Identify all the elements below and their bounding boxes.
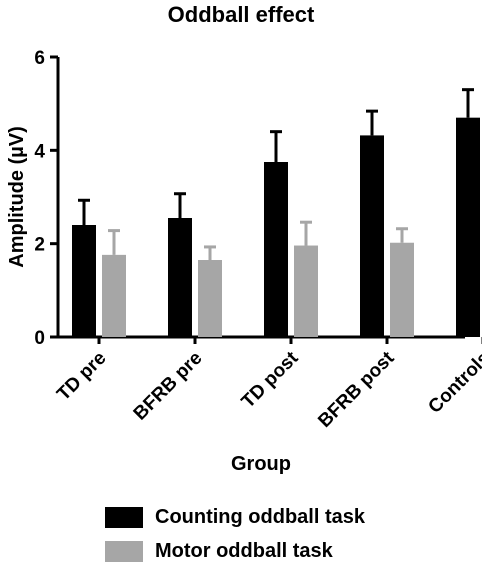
legend-item-counting: Counting oddball task <box>105 500 365 534</box>
y-tick-label: 2 <box>34 235 45 256</box>
x-tick-label: BFRB post <box>314 347 399 432</box>
chart-title: Oddball effect <box>167 2 315 27</box>
legend-item-motor: Motor oddball task <box>105 534 365 568</box>
y-tick-label: 0 <box>34 328 45 349</box>
legend-swatch-counting <box>105 506 143 528</box>
y-axis-label: Amplitude (µV) <box>6 126 28 268</box>
x-tick-label: TD post <box>238 347 303 412</box>
legend-label-motor: Motor oddball task <box>155 539 333 562</box>
x-tick-label: TD pre <box>53 348 110 405</box>
y-tick-label: 6 <box>34 48 45 69</box>
bar-counting <box>456 117 480 338</box>
bar-motor <box>198 260 222 337</box>
bar-motor <box>390 242 414 337</box>
bar-motor <box>102 254 126 337</box>
bar-counting <box>72 225 96 337</box>
bar-counting <box>264 162 288 337</box>
bar-counting <box>168 218 192 337</box>
x-axis-label: Group <box>231 453 291 475</box>
x-tick-label: Controls <box>424 348 482 418</box>
x-tick-label: BFRB pre <box>130 348 207 425</box>
chart-legend: Counting oddball task Motor oddball task <box>105 500 365 568</box>
legend-label-counting: Counting oddball task <box>155 505 365 528</box>
bar-counting <box>360 135 384 337</box>
y-tick-label: 4 <box>34 141 45 162</box>
legend-swatch-motor <box>105 540 143 562</box>
bar-motor <box>294 245 318 337</box>
